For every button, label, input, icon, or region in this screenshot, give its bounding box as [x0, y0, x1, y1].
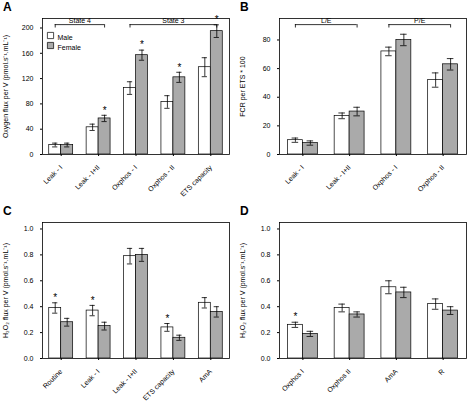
html-text:D: D	[240, 204, 249, 218]
svg-text:State 3: State 3	[162, 17, 185, 25]
svg-text:0.6: 0.6	[261, 277, 271, 284]
svg-text:1.0: 1.0	[261, 225, 271, 232]
svg-text:Routine: Routine	[41, 368, 63, 390]
svg-text:Oxphos - I: Oxphos - I	[111, 164, 140, 193]
svg-text:0.2: 0.2	[24, 329, 34, 336]
svg-text:H₂O₂ flux per V (pmol.s⁻¹.mL⁻¹: H₂O₂ flux per V (pmol.s⁻¹.mL⁻¹)	[2, 243, 10, 338]
html-text:A: A	[3, 0, 12, 14]
svg-text:Oxphos II: Oxphos II	[326, 368, 353, 395]
svg-text:*: *	[53, 292, 57, 303]
svg-text:AmA: AmA	[197, 367, 213, 383]
svg-text:Oxphos I: Oxphos I	[280, 368, 306, 394]
svg-text:0.4: 0.4	[261, 303, 271, 310]
svg-text:20: 20	[263, 122, 271, 129]
svg-text:*: *	[140, 39, 144, 50]
svg-text:0.8: 0.8	[261, 251, 271, 258]
svg-text:State 4: State 4	[68, 17, 91, 25]
svg-text:0.0: 0.0	[261, 355, 271, 362]
svg-text:1.0: 1.0	[24, 225, 34, 232]
svg-text:60: 60	[263, 65, 271, 72]
svg-text:Leak - I+II: Leak - I+II	[325, 164, 352, 191]
svg-text:40: 40	[26, 125, 34, 132]
svg-text:*: *	[165, 313, 169, 324]
svg-text:0: 0	[267, 151, 271, 158]
svg-text:Male: Male	[58, 34, 73, 41]
svg-text:*: *	[91, 295, 95, 306]
svg-text:Leak - I: Leak - I	[284, 164, 305, 185]
svg-text:Leak - I: Leak - I	[42, 164, 63, 185]
svg-text:ETS capacity: ETS capacity	[179, 163, 214, 198]
svg-text:Female: Female	[58, 44, 81, 51]
svg-text:40: 40	[263, 93, 271, 100]
svg-text:Leak - I+II: Leak - I+II	[74, 164, 101, 191]
svg-text:Leak - I: Leak - I	[79, 368, 100, 389]
svg-text:AmA: AmA	[383, 367, 399, 383]
html-text:C: C	[3, 204, 12, 218]
svg-text:Leak - I+II: Leak - I+II	[111, 368, 138, 395]
svg-text:80: 80	[263, 36, 271, 43]
svg-text:FCR per ETS * 100: FCR per ETS * 100	[239, 56, 247, 116]
svg-text:0.0: 0.0	[24, 355, 34, 362]
svg-text:*: *	[177, 62, 181, 73]
svg-text:0.6: 0.6	[24, 277, 34, 284]
html-text:B: B	[240, 0, 249, 14]
svg-text:ETS capacity: ETS capacity	[142, 367, 177, 402]
svg-text:*: *	[293, 311, 297, 322]
svg-text:Oxygen flux per V (pmol.s⁻¹.mL: Oxygen flux per V (pmol.s⁻¹.mL⁻¹)	[2, 35, 10, 138]
svg-text:P/E: P/E	[414, 17, 426, 25]
svg-text:0.2: 0.2	[261, 329, 271, 336]
svg-text:80: 80	[26, 100, 34, 107]
svg-text:200: 200	[22, 24, 34, 31]
svg-text:0.4: 0.4	[24, 303, 34, 310]
svg-text:Oxphos - I: Oxphos - I	[371, 164, 400, 193]
svg-text:L/E: L/E	[321, 17, 332, 25]
svg-text:120: 120	[22, 75, 34, 82]
svg-text:Oxphos - II: Oxphos - II	[416, 164, 446, 194]
svg-text:R: R	[437, 368, 446, 377]
svg-text:H₂O₂ flux per V (pmol.s⁻¹.mL⁻¹: H₂O₂ flux per V (pmol.s⁻¹.mL⁻¹)	[239, 243, 247, 338]
svg-text:Oxphos - II: Oxphos - II	[147, 164, 177, 194]
svg-text:160: 160	[22, 50, 34, 57]
svg-text:0: 0	[30, 151, 34, 158]
svg-text:*: *	[215, 14, 219, 25]
svg-text:*: *	[103, 105, 107, 116]
svg-text:0.8: 0.8	[24, 251, 34, 258]
